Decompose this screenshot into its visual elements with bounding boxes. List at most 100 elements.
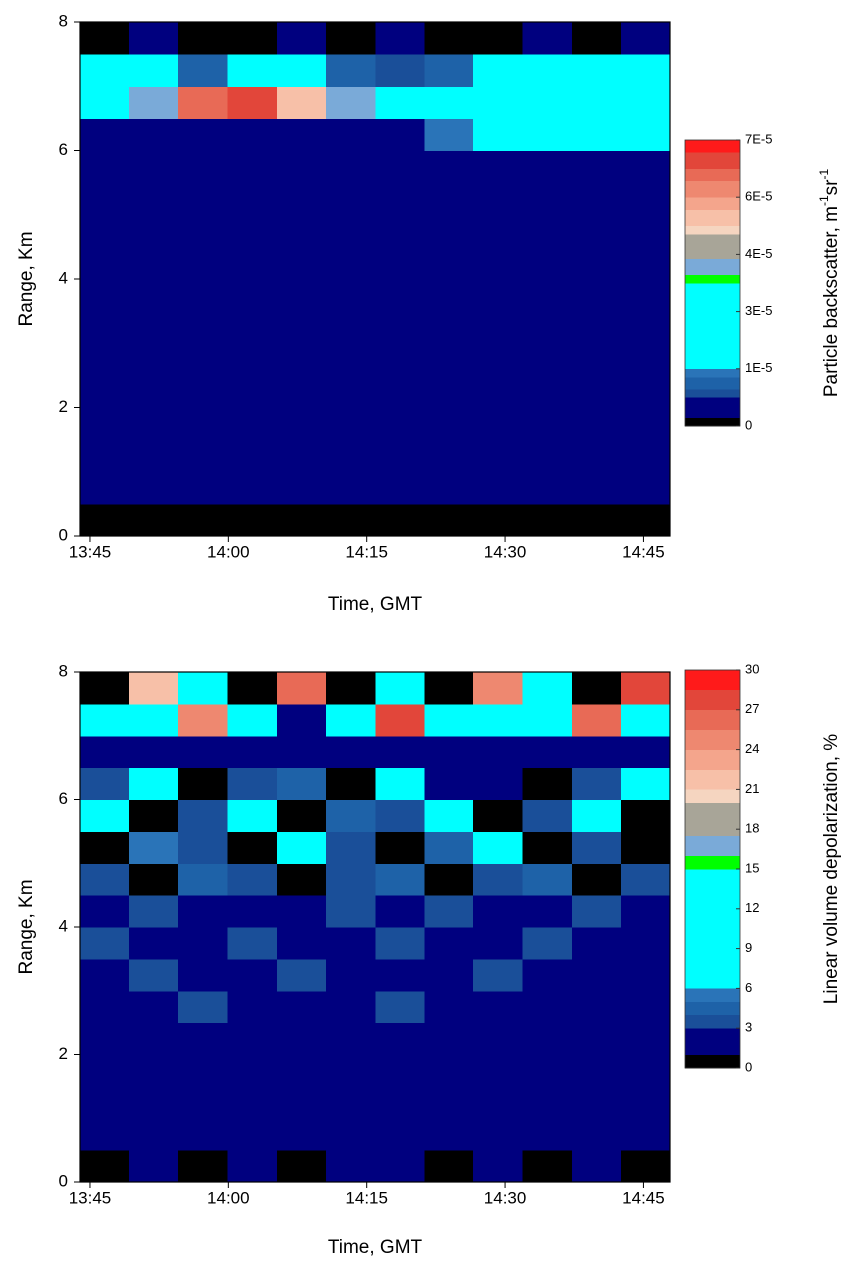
- heatmap-cell: [227, 1054, 278, 1087]
- heatmap-cell: [522, 214, 573, 248]
- heatmap-cell: [178, 118, 228, 151]
- heatmap-cell: [621, 439, 671, 473]
- heatmap-cell: [375, 1022, 425, 1055]
- heatmap-cell: [375, 471, 425, 505]
- heatmap-cell: [276, 1086, 327, 1119]
- heatmap-cell: [80, 150, 130, 184]
- heatmap-cell: [128, 927, 179, 960]
- heatmap-cell: [276, 407, 327, 441]
- heatmap-cell: [276, 375, 327, 408]
- heatmap-cell: [326, 831, 376, 864]
- heatmap-cell: [571, 375, 622, 408]
- heatmap-cell: [326, 54, 376, 87]
- heatmap-cell: [276, 1150, 327, 1183]
- heatmap-cell: [227, 831, 278, 864]
- heatmap-cell: [276, 767, 327, 800]
- heatmap-cell: [424, 1086, 474, 1119]
- colorbar-tick-label: 30: [745, 661, 759, 676]
- heatmap-cell: [571, 279, 622, 312]
- heatmap-cell: [375, 767, 425, 800]
- heatmap-cell: [178, 182, 228, 216]
- heatmap-cell: [375, 439, 425, 473]
- heatmap-cell: [80, 767, 130, 800]
- heatmap-cell: [522, 767, 573, 800]
- heatmap-cell: [80, 831, 130, 864]
- heatmap-cell: [473, 22, 523, 55]
- heatmap-cell: [128, 246, 179, 280]
- heatmap-cell: [128, 767, 179, 800]
- heatmap-cell: [227, 990, 278, 1024]
- heatmap-cell: [375, 279, 425, 312]
- heatmap-cell: [80, 407, 130, 441]
- heatmap-cell: [128, 672, 179, 705]
- heatmap-cell: [276, 182, 327, 216]
- heatmap-cell: [375, 407, 425, 441]
- x-tick-label: 14:00: [207, 1188, 250, 1207]
- colorbar-segment: [685, 417, 740, 427]
- x-tick-label: 14:15: [345, 1188, 388, 1207]
- heatmap-cell: [424, 927, 474, 960]
- heatmap-cell: [375, 214, 425, 248]
- heatmap-cell: [424, 735, 474, 769]
- heatmap-cell: [326, 22, 376, 55]
- y-tick-label: 6: [59, 140, 68, 159]
- heatmap-cell: [128, 182, 179, 216]
- heatmap-cell: [227, 799, 278, 832]
- heatmap-cell: [621, 1086, 671, 1119]
- heatmap-cell: [424, 895, 474, 928]
- heatmap-cell: [473, 735, 523, 769]
- heatmap-cell: [80, 86, 130, 119]
- heatmap-cell: [227, 118, 278, 151]
- heatmap-cell: [276, 1054, 327, 1087]
- heatmap-cell: [473, 990, 523, 1024]
- heatmap-cell: [375, 118, 425, 151]
- heatmap-cell: [424, 311, 474, 344]
- colorbar-segment: [685, 233, 740, 259]
- heatmap-cell: [473, 767, 523, 800]
- heatmap-cell: [227, 22, 278, 55]
- heatmap-cell: [276, 735, 327, 769]
- heatmap-cell: [128, 703, 179, 737]
- heatmap-cell: [276, 214, 327, 248]
- heatmap-cell: [178, 471, 228, 505]
- heatmap-cell: [522, 1022, 573, 1055]
- heatmap-cell: [571, 407, 622, 441]
- colorbar-segment: [685, 180, 740, 198]
- heatmap-cell: [424, 1022, 474, 1055]
- heatmap-cell: [178, 246, 228, 280]
- heatmap-cell: [522, 703, 573, 737]
- heatmap-cell: [276, 831, 327, 864]
- heatmap-cell: [571, 767, 622, 800]
- heatmap-cell: [276, 343, 327, 376]
- heatmap-cell: [326, 1022, 376, 1055]
- heatmap-cell: [571, 672, 622, 705]
- heatmap-cell: [326, 990, 376, 1024]
- heatmap-cell: [375, 311, 425, 344]
- heatmap-cell: [621, 799, 671, 832]
- colorbar-segment: [685, 152, 740, 169]
- heatmap-cell: [227, 246, 278, 280]
- heatmap-cell: [326, 672, 376, 705]
- heatmap-cell: [571, 439, 622, 473]
- colorbar-segment: [685, 988, 740, 1002]
- heatmap-cell: [375, 831, 425, 864]
- heatmap-cell: [80, 279, 130, 312]
- heatmap-cell: [522, 54, 573, 87]
- heatmap-cell: [178, 672, 228, 705]
- heatmap-cell: [178, 150, 228, 184]
- y-tick-label: 0: [59, 525, 68, 544]
- heatmap-cell: [375, 22, 425, 55]
- heatmap-cell: [227, 375, 278, 408]
- heatmap-cell: [326, 214, 376, 248]
- heatmap-cell: [80, 1118, 130, 1151]
- heatmap-cell: [227, 439, 278, 473]
- heatmap-cell: [276, 990, 327, 1024]
- heatmap-cell: [571, 1086, 622, 1119]
- heatmap-cell: [326, 439, 376, 473]
- heatmap-cell: [326, 311, 376, 344]
- heatmap-cell: [473, 246, 523, 280]
- heatmap-cell: [424, 672, 474, 705]
- colorbar-segment: [685, 789, 740, 803]
- heatmap-cell: [80, 471, 130, 505]
- heatmap-cell: [227, 1022, 278, 1055]
